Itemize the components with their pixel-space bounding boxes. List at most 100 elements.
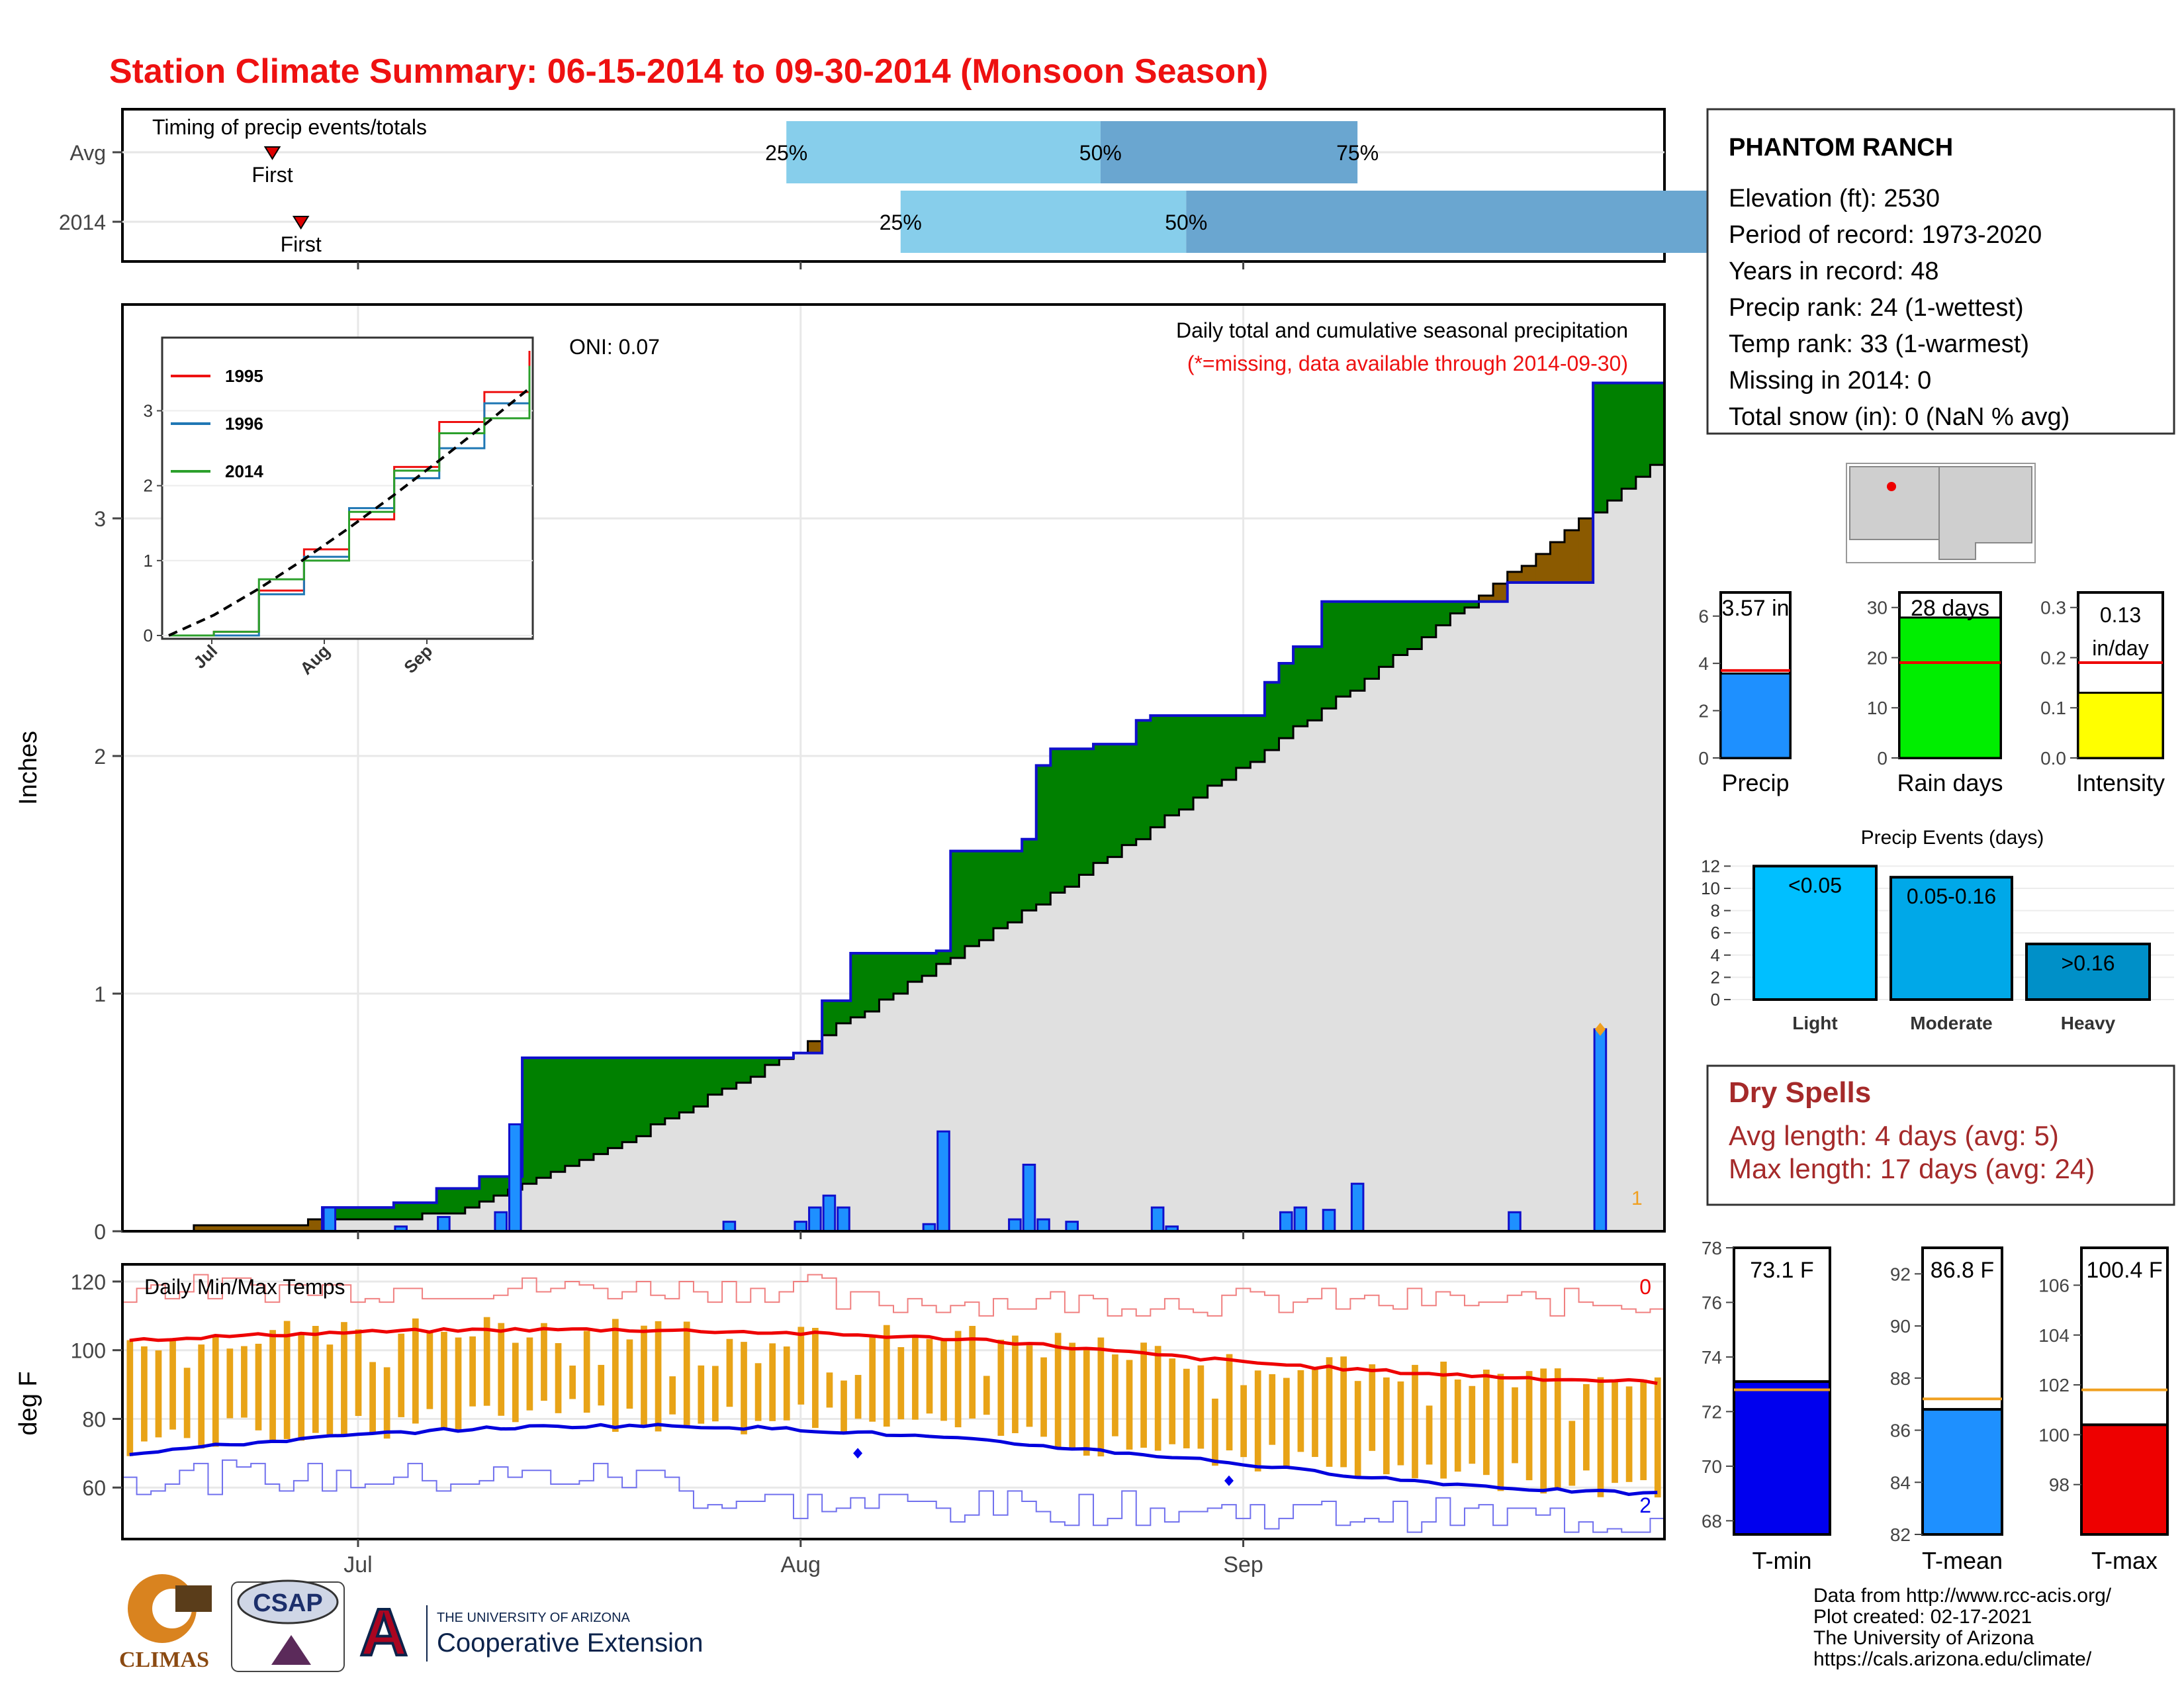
cumulative-area (379, 1219, 394, 1231)
temp-summary-ytick-label: 100 (2038, 1425, 2070, 1445)
summary-bar-precip (1719, 673, 1792, 759)
daily-temp-bar (298, 1333, 305, 1441)
cumulative-area (1236, 768, 1251, 1231)
surplus-area (336, 1207, 351, 1220)
surplus-area (1093, 744, 1109, 863)
inset-ytick-label: 1 (144, 551, 153, 571)
daily-temp-bar (212, 1335, 219, 1447)
cumulative-area (1264, 750, 1280, 1231)
daily-temp-bar (1612, 1382, 1618, 1483)
daily-temp-bar (812, 1327, 819, 1429)
event-bar-heavy (2025, 943, 2151, 1001)
event-bar-moderate (1889, 876, 2013, 1001)
station-location-dot (1887, 482, 1896, 491)
daily-precip-bar (794, 1221, 808, 1233)
timing-box-lower (900, 191, 1187, 253)
station-frame (1706, 108, 2175, 435)
footer-credit-line: Data from http://www.rcc-acis.org/ (1813, 1585, 2112, 1607)
daily-precip-bar (722, 1221, 737, 1233)
footer: Data from http://www.rcc-acis.org/Plot c… (119, 1574, 2112, 1672)
dry-spells-avg: Avg length: 4 days (avg: 5) (1729, 1120, 2059, 1151)
temp-ytick-label: 60 (82, 1476, 106, 1500)
temp-summary-ytick-label: 92 (1890, 1264, 1911, 1284)
surplus-area (393, 1202, 409, 1220)
summary-bars-panel: 0 2 4 6 Precip 3.57 in 0 10 20 30 Rain days 28 days… (1698, 591, 2165, 796)
daily-temp-bar (312, 1326, 319, 1433)
csap-logo-text: CSAP (253, 1589, 323, 1617)
missing-note: (*=missing, data available through 2014-… (1187, 352, 1628, 375)
daily-temp-bar (1625, 1386, 1633, 1482)
surplus-area (451, 1188, 466, 1214)
surplus-area (1593, 383, 1608, 513)
daily-temp-bar (1540, 1368, 1547, 1494)
temp-xtick-label: Aug (781, 1552, 821, 1577)
daily-temp-bar (469, 1336, 476, 1407)
cumulative-area (1493, 601, 1508, 1231)
timing-p25-label: 25% (765, 141, 807, 165)
surplus-area (736, 1057, 751, 1083)
surplus-area (1293, 646, 1308, 727)
event-bar-light (1752, 865, 1878, 1002)
deficit-area (308, 1219, 323, 1231)
daily-temp-bar (997, 1339, 1005, 1436)
daily-temp-bar (326, 1344, 334, 1436)
events-ytick-label: 8 (1711, 901, 1720, 921)
precip-ytick-label: 0 (94, 1220, 106, 1244)
cumulative-area (636, 1136, 651, 1231)
record-low-count: 2 (1639, 1493, 1651, 1517)
record-low-marker (853, 1448, 863, 1459)
daily-temp-bar (598, 1364, 605, 1406)
events-ytick-label: 2 (1711, 967, 1720, 987)
cumulative-area (1107, 857, 1122, 1231)
cumulative-area (1635, 477, 1651, 1232)
daily-temp-bar (583, 1331, 590, 1413)
cumulative-area (408, 1219, 423, 1231)
surplus-area (907, 953, 923, 982)
temp-summary-ytick-label: 104 (2038, 1325, 2070, 1346)
cumulative-area (465, 1207, 480, 1231)
cumulative-area (1007, 922, 1023, 1231)
temp-summary-ytick-label: 86 (1890, 1421, 1911, 1441)
daily-temp-bar (526, 1337, 533, 1411)
cumulative-area (893, 994, 909, 1231)
timing-box-upper (1186, 191, 1729, 253)
event-bar-label: 0.05-0.16 (1907, 884, 1996, 908)
daily-temp-bar (926, 1338, 933, 1414)
temp-summary-bar-t-mean (1921, 1408, 2003, 1536)
cumulative-area (907, 982, 923, 1231)
summary-value-text: in/day (2092, 636, 2148, 660)
daily-temp-bar (1197, 1365, 1205, 1449)
daily-temp-bar (741, 1342, 747, 1434)
daily-temp-bar (269, 1330, 276, 1442)
daily-temp-bar (498, 1323, 505, 1416)
temp-summary-ytick-label: 72 (1702, 1401, 1722, 1422)
surplus-area (408, 1202, 423, 1220)
daily-temp-bar (483, 1317, 490, 1406)
surplus-area (1150, 716, 1165, 827)
precip-panel-title: Daily total and cumulative seasonal prec… (1176, 318, 1628, 342)
record-high-count: 0 (1639, 1275, 1651, 1299)
surplus-area (1136, 720, 1151, 839)
temp-summary-ytick-label: 70 (1702, 1456, 1722, 1477)
timing-first-label: First (251, 163, 293, 187)
daily-temp-bar (283, 1321, 291, 1439)
daily-temp-bar (1483, 1370, 1490, 1476)
daily-temp-bar (369, 1362, 376, 1434)
daily-temp-bar (883, 1325, 890, 1427)
daily-temp-bar (255, 1343, 262, 1430)
daily-temp-bar (1312, 1367, 1318, 1457)
temp-summary-label: T-min (1752, 1547, 1812, 1574)
oni-label: ONI: 0.07 (569, 335, 660, 359)
surplus-area (1107, 744, 1122, 857)
daily-temp-bar (1426, 1405, 1433, 1465)
temp-ytick-label: 120 (71, 1270, 106, 1294)
daily-precip-bar (1322, 1209, 1336, 1233)
daily-temp-bar (683, 1321, 690, 1429)
cumulative-area (1364, 679, 1380, 1231)
surplus-area (1450, 601, 1465, 614)
events-ytick-label: 12 (1701, 856, 1720, 876)
cumulative-area (736, 1082, 751, 1231)
cumulative-area (1435, 625, 1451, 1231)
cumulative-area (864, 1011, 880, 1231)
record-high-line (122, 1274, 1664, 1317)
